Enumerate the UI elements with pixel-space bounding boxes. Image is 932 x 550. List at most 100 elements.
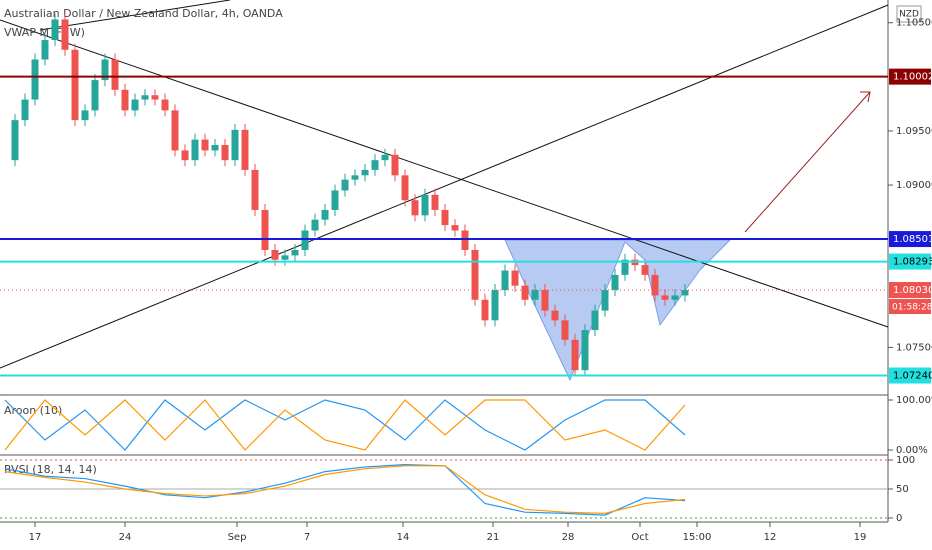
- candle-body: [491, 290, 499, 321]
- candle-body: [41, 40, 49, 60]
- candle-body: [281, 255, 289, 260]
- candle-body: [221, 145, 229, 161]
- candle-body: [511, 270, 519, 286]
- candle-body: [331, 190, 339, 210]
- candle-body: [291, 249, 299, 256]
- candle-body: [361, 169, 369, 176]
- candle-body: [391, 154, 399, 176]
- candle-body: [551, 310, 559, 321]
- level-label-bg: [889, 367, 931, 384]
- candle-body: [71, 49, 79, 121]
- candle-body: [581, 330, 589, 371]
- candle-body: [461, 230, 469, 250]
- candle-body: [21, 99, 29, 121]
- candle-body: [401, 175, 409, 201]
- x-tick-label: 7: [304, 532, 310, 543]
- candle-body: [371, 160, 379, 170]
- level-label: 1.08293: [893, 257, 932, 268]
- candle-body: [321, 209, 329, 220]
- currency[interactable]: NZD: [899, 10, 919, 20]
- candle-body: [231, 129, 239, 161]
- candle-body: [31, 59, 39, 100]
- arrow: [744, 91, 871, 233]
- candle-body: [501, 270, 509, 291]
- candle-body: [241, 129, 249, 170]
- candle-body: [161, 99, 169, 111]
- y-tick-label: 1.10500: [896, 18, 932, 29]
- candle-body: [381, 154, 389, 161]
- level-label: 1.10002: [893, 72, 932, 83]
- y-tick-label: 100.00%: [896, 395, 932, 406]
- candle-body: [611, 274, 619, 291]
- y-tick-label: 1.09000: [896, 180, 932, 191]
- candle-body: [571, 339, 579, 371]
- candle-body: [131, 99, 139, 111]
- candle-body: [301, 230, 309, 250]
- candle-body: [121, 89, 129, 111]
- candle-body: [151, 95, 159, 100]
- candle-body: [411, 200, 419, 216]
- candle-body: [51, 19, 59, 41]
- x-tick-label: 15:00: [683, 532, 712, 543]
- y-tick-label: 100: [896, 455, 915, 466]
- candle-body: [621, 259, 629, 275]
- candle-body: [181, 150, 189, 161]
- candle-body: [171, 110, 179, 151]
- candle-body: [591, 310, 599, 331]
- candle-body: [201, 139, 209, 151]
- countdown-bg: [889, 299, 931, 315]
- candle-body: [211, 145, 219, 151]
- candle-body: [101, 59, 109, 81]
- x-tick-label: Oct: [631, 532, 648, 543]
- candle-body: [311, 219, 319, 231]
- y-tick-label: 50: [896, 484, 909, 495]
- trend-line: [39, 0, 231, 31]
- candle-body: [191, 139, 199, 161]
- candle-body: [651, 274, 659, 296]
- candle-body: [421, 194, 429, 216]
- level-label: 1.08501: [893, 234, 932, 245]
- candle-body: [431, 194, 439, 210]
- candle-body: [561, 320, 569, 340]
- y-tick-label: 1.09500: [896, 126, 932, 137]
- candle-body: [11, 120, 19, 161]
- candle-body: [451, 225, 459, 231]
- candle-body: [61, 19, 69, 50]
- x-tick-label: Sep: [228, 532, 247, 543]
- y-tick-label: 0.00%: [896, 445, 928, 456]
- arrow-head: [860, 91, 871, 103]
- candle-body: [661, 295, 669, 300]
- trend-line: [0, 4, 889, 369]
- candle-body: [81, 110, 89, 121]
- currency-box[interactable]: [896, 5, 922, 23]
- x-tick-label: 12: [764, 532, 777, 543]
- candle-body: [91, 80, 99, 111]
- candle-body: [531, 290, 539, 300]
- indicator-title: VWAP MTF (W): [4, 26, 85, 39]
- x-tick-label: 17: [29, 532, 42, 543]
- level-label: 1.08030: [893, 285, 932, 296]
- candle-body: [471, 249, 479, 300]
- x-tick-label: 14: [397, 532, 410, 543]
- candle-body: [261, 209, 269, 250]
- level-label-bg: [889, 253, 931, 270]
- candle-body: [521, 285, 529, 300]
- level-label-bg: [889, 68, 931, 85]
- indicator-line: [4, 399, 686, 451]
- y-tick-label: 0: [896, 513, 902, 524]
- trend-line: [0, 19, 889, 328]
- candle-body: [681, 290, 689, 296]
- x-tick-label: 19: [854, 532, 867, 543]
- x-tick-label: 21: [487, 532, 500, 543]
- y-tick-label: 1.07500: [896, 342, 932, 353]
- candle-body: [271, 249, 279, 260]
- indicator-line: [4, 464, 686, 516]
- level-label-bg: [889, 282, 931, 299]
- candle-body: [441, 209, 449, 226]
- indicator-line: [4, 465, 686, 514]
- countdown: 01:58:28: [892, 303, 932, 313]
- candle-body: [351, 175, 359, 180]
- candle-body: [481, 299, 489, 321]
- candle-body: [671, 295, 679, 300]
